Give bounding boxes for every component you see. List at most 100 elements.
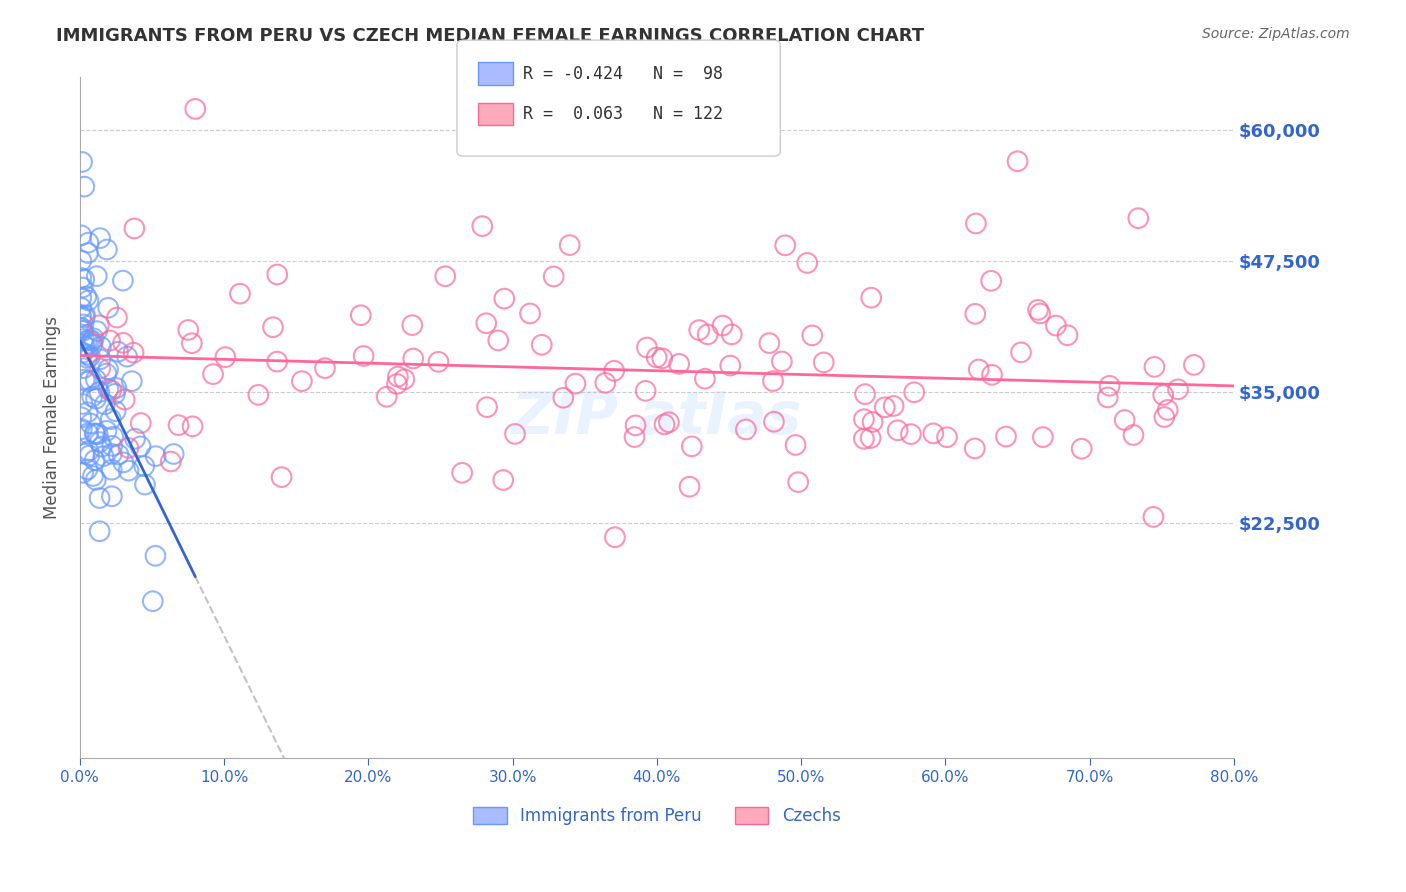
Point (73, 310, 96, 325)
Point (883, 399, 905, 413)
Point (77, 293, 100, 308)
Point (852, 432, 875, 446)
Point (101, 447, 124, 461)
Point (115, 350, 138, 364)
Point (101, 489, 124, 503)
Point (107, 448, 129, 462)
Point (486, 334, 509, 348)
Point (1097, 391, 1119, 405)
Point (266, 268, 288, 282)
Point (86, 427, 108, 442)
Point (688, 323, 710, 337)
Point (72, 324, 94, 338)
Point (922, 426, 945, 441)
Point (70, 271, 93, 285)
Point (100, 412, 122, 426)
Point (79, 449, 101, 463)
Point (117, 441, 139, 455)
Point (1142, 509, 1164, 524)
Point (84, 426, 107, 441)
Point (87, 318, 110, 333)
Point (1010, 345, 1032, 359)
Point (177, 323, 200, 337)
Point (530, 338, 553, 352)
Text: R = -0.424   N =  98: R = -0.424 N = 98 (523, 65, 723, 83)
Point (965, 217, 987, 231)
Point (1098, 378, 1121, 392)
Point (623, 430, 645, 444)
Point (82, 469, 104, 483)
Point (900, 427, 922, 442)
Point (70, 228, 93, 243)
Point (402, 351, 425, 366)
Point (84, 372, 107, 386)
Point (387, 369, 409, 384)
Point (434, 269, 457, 284)
Point (860, 291, 883, 305)
Point (77, 246, 100, 260)
Point (112, 335, 135, 350)
Point (84, 392, 107, 406)
Point (801, 328, 824, 343)
Point (82, 337, 104, 351)
Point (202, 367, 225, 381)
Point (70, 291, 93, 305)
Point (624, 418, 647, 433)
Point (73, 373, 96, 387)
Point (76, 347, 98, 361)
Point (70, 422, 93, 436)
Point (980, 274, 1002, 288)
Point (100, 384, 122, 398)
Point (89, 361, 111, 376)
Point (72, 280, 94, 294)
Text: Source: ZipAtlas.com: Source: ZipAtlas.com (1202, 27, 1350, 41)
Point (94, 397, 117, 411)
Point (762, 415, 785, 429)
Point (658, 415, 681, 429)
Point (89, 385, 111, 400)
Point (385, 376, 408, 391)
Point (266, 354, 288, 368)
Point (796, 256, 818, 270)
Point (76, 334, 98, 348)
Point (104, 404, 127, 418)
Point (89, 524, 111, 539)
Point (70, 301, 93, 315)
Point (129, 439, 152, 453)
Point (903, 385, 925, 400)
Point (93, 449, 115, 463)
Point (76, 351, 98, 365)
Point (96, 367, 118, 381)
Point (718, 359, 741, 373)
Point (96, 424, 118, 438)
Point (101, 429, 124, 443)
Point (105, 310, 128, 325)
Point (180, 336, 202, 351)
Point (159, 454, 181, 468)
Point (711, 318, 734, 333)
Point (543, 269, 565, 284)
Point (471, 219, 494, 233)
Point (167, 418, 190, 433)
Point (427, 355, 450, 369)
Point (770, 354, 793, 368)
Point (104, 387, 127, 401)
Point (100, 463, 122, 477)
Point (107, 344, 129, 359)
Point (72, 361, 94, 376)
Point (129, 416, 152, 430)
Point (1167, 382, 1189, 396)
Point (558, 238, 581, 252)
Point (1152, 388, 1174, 402)
Point (79, 374, 101, 388)
Point (1143, 359, 1166, 374)
Point (1045, 318, 1067, 333)
Point (98, 334, 121, 348)
Point (83, 426, 105, 441)
Point (97, 301, 120, 315)
Point (1128, 211, 1150, 226)
Point (1026, 302, 1049, 317)
Point (651, 351, 673, 366)
Point (145, 549, 167, 563)
Point (86, 269, 108, 284)
